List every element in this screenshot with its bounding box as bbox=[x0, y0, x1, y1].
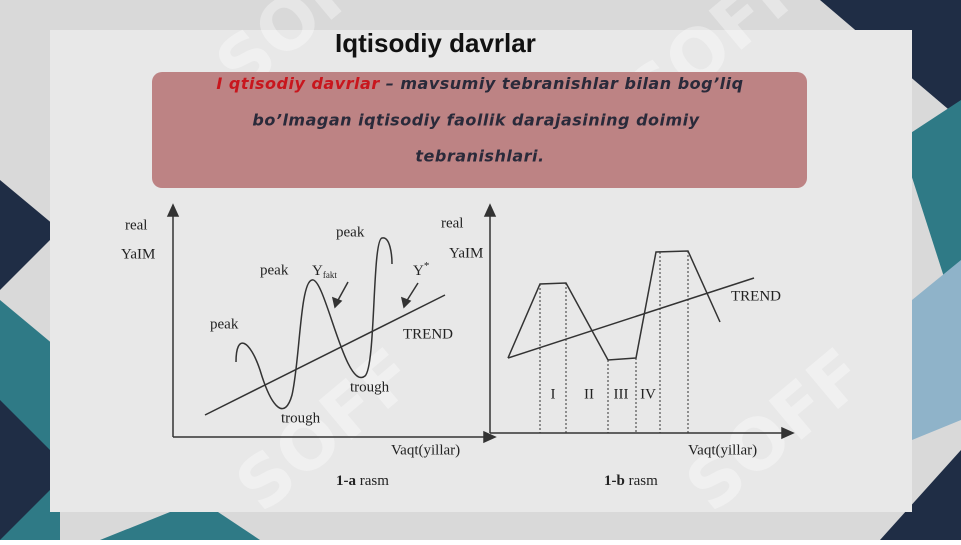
arrow-head bbox=[781, 426, 795, 440]
y-label: YaIM bbox=[449, 245, 483, 261]
peak-label: peak bbox=[336, 224, 365, 240]
phase-label: I bbox=[551, 386, 556, 402]
slide-title: Iqtisodiy davrlar bbox=[335, 28, 536, 58]
y-star-label: Y* bbox=[413, 260, 429, 280]
caption-text: rasm bbox=[629, 473, 658, 489]
definition-highlight: I qtisodiy davrlar bbox=[216, 74, 380, 93]
trend-line bbox=[204, 294, 446, 416]
phase-label: IV bbox=[640, 386, 656, 402]
decor bbox=[880, 450, 961, 540]
phase-label: II bbox=[584, 386, 594, 402]
arrow-head bbox=[331, 296, 343, 309]
definition-text: bo’lmagan iqtisodiy faollik darajasining… bbox=[252, 111, 699, 130]
pointer bbox=[336, 281, 349, 303]
figure-b bbox=[483, 203, 795, 440]
superscript: * bbox=[424, 260, 430, 272]
caption-number: 1-a bbox=[336, 473, 356, 489]
decor bbox=[912, 260, 961, 440]
x-label: Vaqt(yillar) bbox=[688, 442, 757, 458]
arrow-head bbox=[166, 203, 180, 217]
caption-text: rasm bbox=[360, 473, 389, 489]
subscript: fakt bbox=[323, 270, 337, 280]
cycle-curve bbox=[235, 237, 393, 410]
symbol: Y bbox=[312, 263, 323, 279]
peak-label: peak bbox=[260, 262, 289, 278]
peak-label: peak bbox=[210, 316, 239, 332]
trend-line bbox=[507, 277, 755, 359]
symbol: Y bbox=[413, 263, 424, 279]
arrow-head bbox=[400, 296, 412, 309]
trough-label: trough bbox=[281, 410, 321, 426]
cycle-line bbox=[507, 250, 721, 361]
decor bbox=[100, 500, 260, 540]
y-label: real bbox=[441, 215, 463, 231]
trend-label: TREND bbox=[403, 326, 453, 342]
arrow-head bbox=[483, 430, 497, 444]
figure-a bbox=[166, 203, 497, 444]
caption: 1-a rasm bbox=[336, 473, 389, 489]
caption: 1-b rasm bbox=[604, 473, 658, 489]
phase-label: III bbox=[614, 386, 629, 402]
y-label: YaIM bbox=[121, 246, 155, 262]
y-fakt-label: Yfakt bbox=[312, 263, 337, 280]
definition-line: I qtisodiy davrlar – mavsumiy tebranishl… bbox=[216, 74, 743, 93]
definition-text: tebranishlari. bbox=[415, 147, 544, 166]
phase-dividers bbox=[539, 251, 689, 433]
x-label: Vaqt(yillar) bbox=[391, 442, 460, 458]
decor bbox=[0, 180, 60, 290]
pointer bbox=[405, 282, 419, 303]
definition-text: – mavsumiy tebranishlar bilan bog’liq bbox=[386, 74, 744, 93]
trend-label: TREND bbox=[731, 288, 781, 304]
definition-box bbox=[152, 72, 807, 188]
trough-label: trough bbox=[350, 379, 390, 395]
y-label: real bbox=[125, 217, 147, 233]
caption-number: 1-b bbox=[604, 473, 625, 489]
decor bbox=[0, 400, 70, 540]
arrow-head bbox=[483, 203, 497, 217]
